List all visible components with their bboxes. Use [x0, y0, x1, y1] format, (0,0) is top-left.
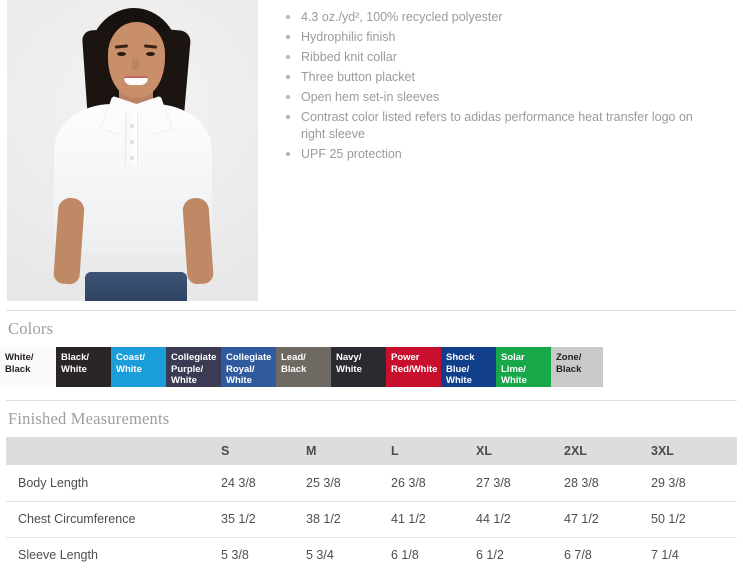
cell-chest-3xl: 50 1/2	[651, 501, 737, 538]
colors-section-divider	[6, 310, 737, 311]
swatch-label-line2: White	[116, 363, 142, 375]
cell-sleeve-2xl: 6 7/8	[564, 537, 651, 570]
swatch-label-line3: White	[501, 375, 527, 386]
measurements-table: S M L XL 2XL 3XL Body Length 24 3/8 25 3…	[6, 437, 737, 570]
cell-sleeve-xl: 6 1/2	[476, 537, 564, 570]
cell-chest-l: 41 1/2	[391, 501, 476, 538]
color-swatch-coast-white[interactable]: Coast/ White	[111, 347, 166, 387]
color-swatch-shock-blue-white[interactable]: Shock Blue/ White	[441, 347, 496, 387]
swatch-label-line1: Solar	[501, 352, 525, 363]
column-header-3xl: 3XL	[651, 437, 737, 465]
swatch-label-line1: Coast/	[116, 352, 146, 363]
column-header-2xl: 2XL	[564, 437, 651, 465]
swatch-label-line1: Shock	[446, 352, 475, 363]
color-swatch-white-black[interactable]: White/ Black	[0, 347, 56, 387]
polo-button-1	[130, 124, 134, 128]
color-swatch-lead-black[interactable]: Lead/ Black	[276, 347, 331, 387]
cell-body-length-3xl: 29 3/8	[651, 465, 737, 502]
cell-sleeve-s: 5 3/8	[221, 537, 306, 570]
product-overview: 4.3 oz./yd², 100% recycled polyester Hyd…	[7, 0, 743, 301]
table-header: S M L XL 2XL 3XL	[6, 437, 737, 465]
row-label-sleeve-length: Sleeve Length	[6, 537, 221, 570]
cell-chest-s: 35 1/2	[221, 501, 306, 538]
color-swatch-collegiate-royal-white[interactable]: Collegiate Royal/ White	[221, 347, 276, 387]
polo-button-3	[130, 156, 134, 160]
list-item: Contrast color listed refers to adidas p…	[280, 109, 695, 142]
swatch-label-line2: White	[336, 363, 362, 375]
swatch-label-line2: Purple/	[171, 363, 204, 375]
model-jeans	[85, 272, 187, 301]
swatch-label-line1: Navy/	[336, 352, 362, 363]
model-eye-right	[146, 52, 155, 56]
swatch-label-line2: Black	[281, 363, 307, 375]
list-item: Open hem set-in sleeves	[280, 89, 695, 106]
swatch-label-line1: White/	[5, 352, 34, 363]
column-header-s: S	[221, 437, 306, 465]
model-nose	[132, 59, 139, 70]
swatch-label-line3: White	[226, 375, 252, 386]
list-item: UPF 25 protection	[280, 146, 695, 163]
measurements-section-title: Finished Measurements	[8, 409, 170, 428]
swatch-label-line2: Red/White	[391, 363, 438, 375]
swatch-label-line1: Collegiate	[226, 352, 272, 363]
column-header-measurement	[6, 437, 221, 465]
color-swatch-zone-black[interactable]: Zone/ Black	[551, 347, 603, 387]
swatch-label-line3: White	[171, 375, 197, 386]
cell-sleeve-3xl: 7 1/4	[651, 537, 737, 570]
list-item: Ribbed knit collar	[280, 49, 695, 66]
model-eye-left	[117, 52, 126, 56]
swatch-label-line3: White	[446, 375, 472, 386]
color-swatch-black-white[interactable]: Black/ White	[56, 347, 111, 387]
cell-sleeve-m: 5 3/4	[306, 537, 391, 570]
table-row: Chest Circumference 35 1/2 38 1/2 41 1/2…	[6, 501, 737, 538]
cell-body-length-2xl: 28 3/8	[564, 465, 651, 502]
column-header-l: L	[391, 437, 476, 465]
swatch-label-line2: Blue/	[446, 363, 470, 375]
feature-list: 4.3 oz./yd², 100% recycled polyester Hyd…	[280, 9, 743, 162]
column-header-xl: XL	[476, 437, 564, 465]
color-swatch-power-red-white[interactable]: Power Red/White	[386, 347, 441, 387]
swatch-label-line1: Black/	[61, 352, 89, 363]
cell-body-length-xl: 27 3/8	[476, 465, 564, 502]
swatch-label-line2: Lime/	[501, 363, 526, 375]
swatch-label-line2: White	[61, 363, 87, 375]
color-swatch-solar-lime-white[interactable]: Solar Lime/ White	[496, 347, 551, 387]
table-row: Sleeve Length 5 3/8 5 3/4 6 1/8 6 1/2 6 …	[6, 537, 737, 570]
table-header-row: S M L XL 2XL 3XL	[6, 437, 737, 465]
list-item: Hydrophilic finish	[280, 29, 695, 46]
swatch-label-line1: Collegiate	[171, 352, 217, 363]
swatch-label-line1: Zone/	[556, 352, 582, 363]
column-header-m: M	[306, 437, 391, 465]
measurements-section-divider	[6, 400, 737, 401]
cell-chest-xl: 44 1/2	[476, 501, 564, 538]
cell-body-length-l: 26 3/8	[391, 465, 476, 502]
cell-chest-m: 38 1/2	[306, 501, 391, 538]
swatch-label-line2: Royal/	[226, 363, 255, 375]
cell-chest-2xl: 47 1/2	[564, 501, 651, 538]
list-item: Three button placket	[280, 69, 695, 86]
swatch-label-line1: Power	[391, 352, 420, 363]
polo-button-2	[130, 140, 134, 144]
swatch-label-line2: Black	[556, 363, 582, 375]
product-image[interactable]	[7, 0, 258, 301]
color-swatch-navy-white[interactable]: Navy/ White	[331, 347, 386, 387]
list-item: 4.3 oz./yd², 100% recycled polyester	[280, 9, 695, 26]
swatch-label-line1: Lead/	[281, 352, 306, 363]
model-mouth	[124, 76, 148, 85]
color-swatch-list: White/ Black Black/ White Coast/ White C…	[0, 347, 743, 387]
cell-body-length-s: 24 3/8	[221, 465, 306, 502]
swatch-label-line2: Black	[5, 363, 31, 375]
color-swatch-collegiate-purple-white[interactable]: Collegiate Purple/ White	[166, 347, 221, 387]
table-row: Body Length 24 3/8 25 3/8 26 3/8 27 3/8 …	[6, 465, 737, 502]
colors-section-title: Colors	[8, 319, 54, 338]
row-label-chest-circumference: Chest Circumference	[6, 501, 221, 538]
cell-sleeve-l: 6 1/8	[391, 537, 476, 570]
row-label-body-length: Body Length	[6, 465, 221, 502]
cell-body-length-m: 25 3/8	[306, 465, 391, 502]
polo-placket	[125, 113, 138, 165]
product-features: 4.3 oz./yd², 100% recycled polyester Hyd…	[258, 0, 743, 166]
table-body: Body Length 24 3/8 25 3/8 26 3/8 27 3/8 …	[6, 465, 737, 570]
